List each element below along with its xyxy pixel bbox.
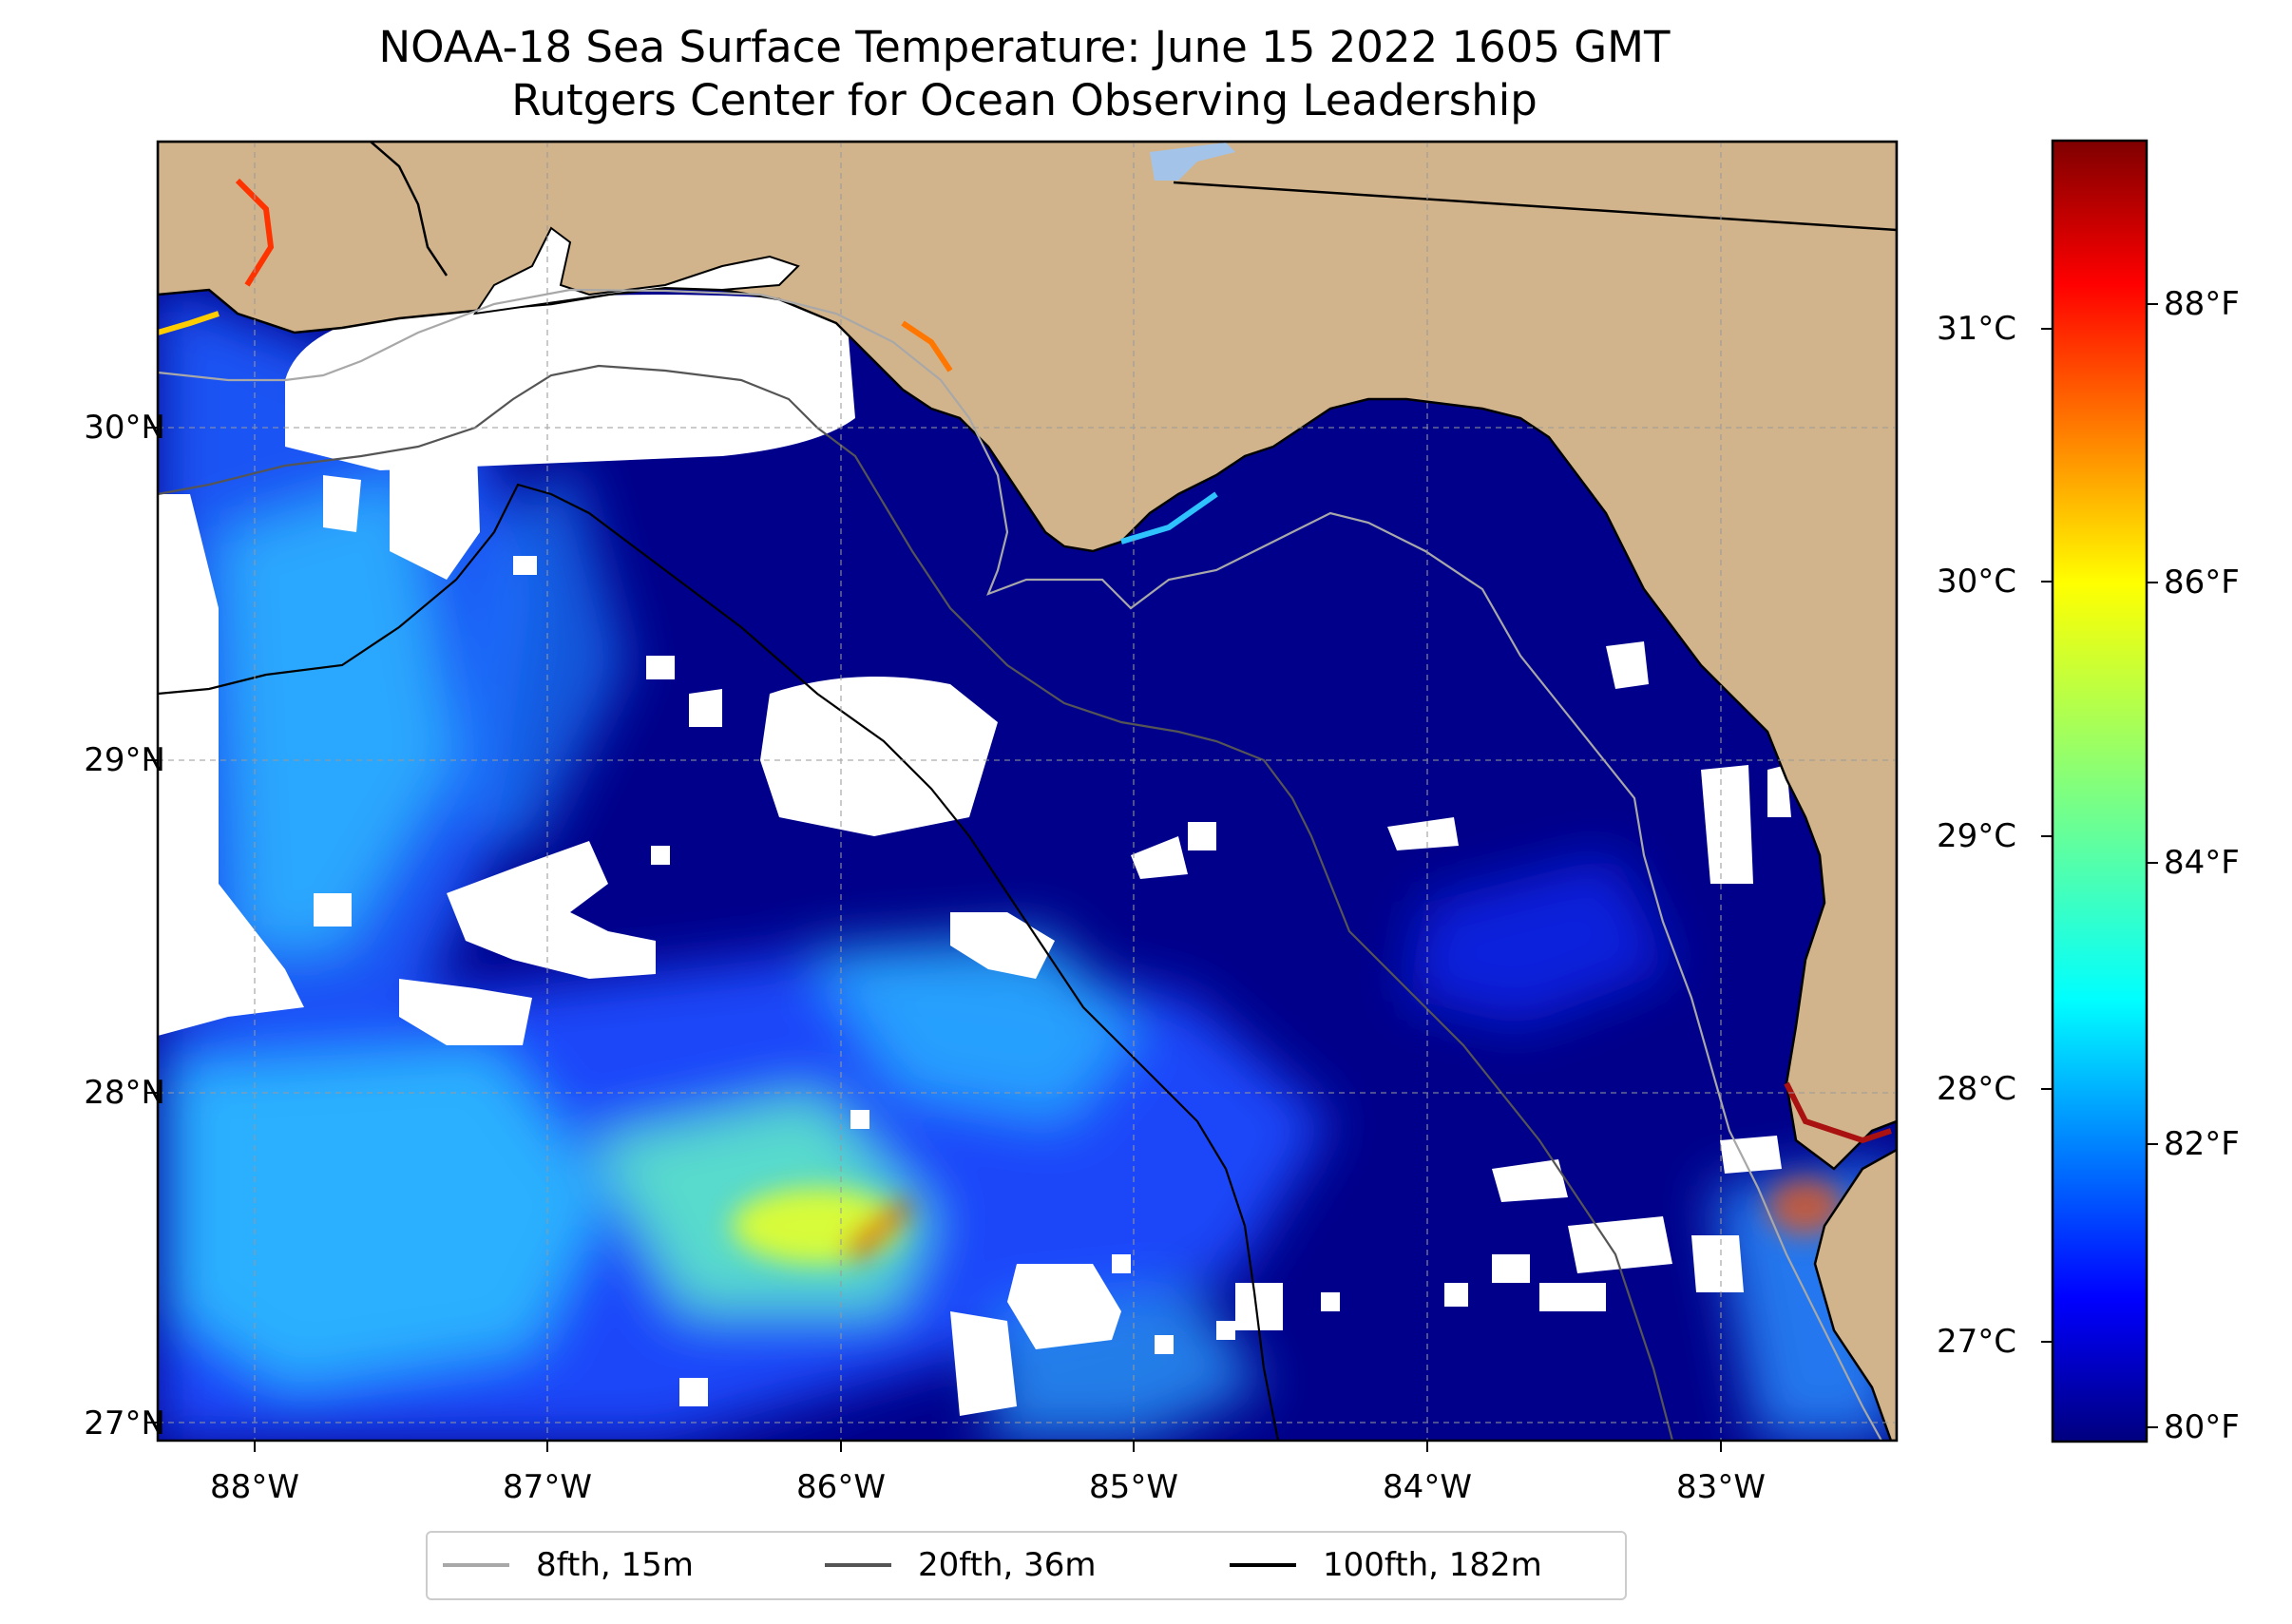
axis-ticks (146, 427, 1722, 1452)
lat-label-30n: 30°N (84, 409, 165, 447)
lat-label-29n: 29°N (84, 741, 165, 779)
map-plot-area (158, 142, 1897, 1441)
lon-label-88w: 88°W (210, 1468, 299, 1506)
lake (1150, 143, 1235, 181)
state-border (1173, 181, 1897, 232)
legend-label-8fth: 8fth, 15m (536, 1546, 694, 1584)
state-border-west (370, 142, 449, 277)
legend-item-20fth: 20fth, 36m (825, 1546, 1097, 1584)
colorbar-label-28c: 28°C (1936, 1070, 2016, 1108)
isobath-100fth (158, 483, 1280, 1441)
map-title: NOAA-18 Sea Surface Temperature: June 15… (378, 22, 1671, 72)
colorbar-label-31c: 31°C (1936, 310, 2016, 348)
colorbar-label-88f: 88°F (2164, 285, 2240, 323)
legend-item-8fth: 8fth, 15m (443, 1546, 694, 1584)
isobath-8fth (158, 288, 1882, 1441)
lat-label-27n: 27°N (84, 1404, 165, 1442)
colorbar (2051, 139, 2149, 1443)
graticule (158, 142, 1897, 1441)
colorbar-label-82f: 82°F (2164, 1125, 2240, 1163)
lon-label-86w: 86°W (796, 1468, 886, 1506)
colorbar-label-84f: 84°F (2164, 844, 2240, 882)
colorbar-label-27c: 27°C (1936, 1323, 2016, 1361)
legend-label-20fth: 20fth, 36m (918, 1546, 1097, 1584)
lat-label-28n: 28°N (84, 1074, 165, 1112)
map-subtitle: Rutgers Center for Ocean Observing Leade… (511, 75, 1538, 125)
legend-swatch-20fth (825, 1563, 891, 1567)
colorbar-label-29c: 29°C (1936, 817, 2016, 855)
lon-label-87w: 87°W (503, 1468, 592, 1506)
map-frame (156, 140, 1899, 1442)
lon-label-85w: 85°W (1089, 1468, 1178, 1506)
legend-swatch-8fth (443, 1563, 509, 1567)
colorbar-label-30c: 30°C (1936, 563, 2016, 601)
coastal-warm-fringe (158, 178, 1892, 1144)
cloud-mask (158, 295, 1791, 1416)
colorbar-label-80f: 80°F (2164, 1408, 2240, 1446)
legend-item-100fth: 100fth, 182m (1230, 1546, 1542, 1584)
isobath-legend: 8fth, 15m 20fth, 36m 100fth, 182m (426, 1531, 1627, 1600)
legend-label-100fth: 100fth, 182m (1323, 1546, 1542, 1584)
colorbar-label-86f: 86°F (2164, 564, 2240, 602)
colorbar-ticks (2041, 303, 2158, 1428)
legend-swatch-100fth (1230, 1563, 1296, 1567)
lon-label-83w: 83°W (1676, 1468, 1766, 1506)
lon-label-84w: 84°W (1383, 1468, 1472, 1506)
